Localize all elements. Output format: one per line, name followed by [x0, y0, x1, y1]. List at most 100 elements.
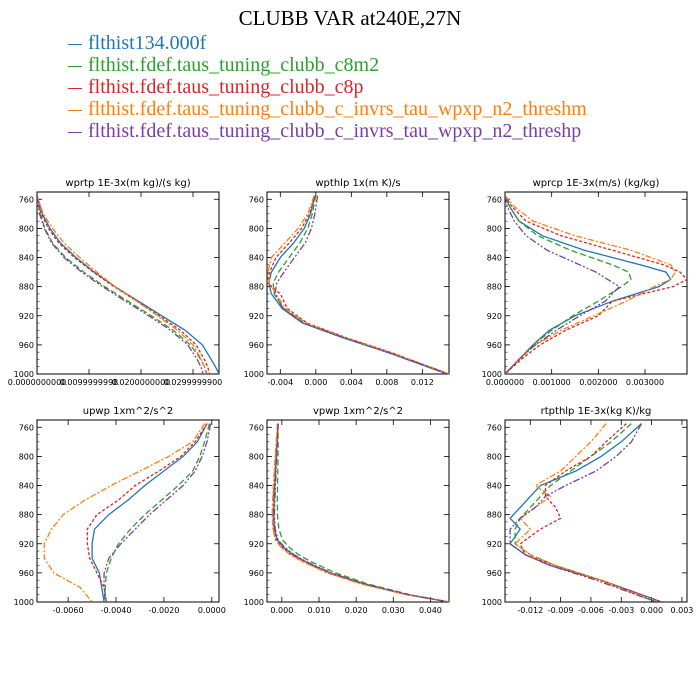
y-tick-label: 880 [487, 511, 502, 520]
series-line [505, 195, 621, 374]
series-line [509, 423, 657, 602]
series-line [103, 423, 211, 602]
legend-label: flthist.fdef.taus_tuning_clubb_c_invrs_t… [88, 98, 587, 120]
series-line [272, 423, 449, 602]
series-line [273, 423, 449, 602]
y-tick-label: 760 [487, 195, 502, 204]
y-tick-label: 760 [19, 195, 34, 204]
y-tick-label: 920 [487, 540, 502, 549]
x-tick-label: 0.030 [382, 606, 405, 615]
series-line [37, 195, 211, 374]
y-tick-label: 960 [487, 569, 502, 578]
chart-panel: rtpthlp 1E-3x(kg K)/kg 760 800 840 880 920 960… [482, 406, 694, 615]
y-tick-label: 880 [19, 511, 34, 520]
plot-frame [36, 191, 220, 375]
y-tick-label: 920 [487, 312, 502, 321]
series-line [91, 423, 208, 602]
y-tick-label: 960 [249, 341, 264, 350]
x-tick-label: -0.004 [267, 378, 293, 387]
series-line [505, 195, 672, 374]
y-tick-label: 760 [249, 195, 264, 204]
series-line [276, 423, 449, 602]
series-line [514, 423, 657, 602]
legend: flthist134.000f flthist.fdef.taus_tuning… [68, 32, 587, 142]
y-tick-label: 920 [19, 312, 34, 321]
y-tick-label: 960 [19, 341, 34, 350]
y-tick-label: 1000 [482, 598, 502, 607]
y-tick-label: 800 [487, 452, 502, 461]
chart-panel: wprcp 1E-3x(m/s) (kg/kg) 760 800 840 880 920 9… [482, 178, 688, 387]
x-tick-label: 0.003000 [626, 378, 664, 387]
series-line [505, 195, 677, 374]
chart-panel: upwp 1xm^2/s^2 760 800 840 880 920 960 1000 -0.0… [14, 406, 226, 615]
y-tick-label: 880 [249, 511, 264, 520]
y-tick-label: 960 [249, 569, 264, 578]
y-tick-label: 960 [19, 569, 34, 578]
x-tick-label: 0.000 [304, 378, 327, 387]
x-tick-label: 0.001000 [533, 378, 571, 387]
x-tick-label: 0.000000 [486, 378, 524, 387]
x-tick-label: 0.004 [340, 378, 363, 387]
legend-item: flthist.fdef.taus_tuning_clubb_c8p [68, 76, 587, 98]
x-tick-label: -0.003 [608, 606, 634, 615]
legend-label: flthist.fdef.taus_tuning_clubb_c8p [88, 76, 364, 98]
y-tick-label: 880 [19, 283, 34, 292]
series-line [37, 195, 207, 374]
x-tick-label: -0.009 [548, 606, 574, 615]
x-tick-label: 0.008 [375, 378, 398, 387]
y-tick-label: 1000 [482, 370, 502, 379]
y-tick-label: 880 [249, 283, 264, 292]
y-tick-label: 840 [487, 254, 502, 263]
y-tick-label: 840 [249, 482, 264, 491]
legend-item: flthist.fdef.taus_tuning_clubb_c8m2 [68, 54, 587, 76]
legend-line-icon [68, 65, 82, 67]
x-tick-label: 0.0299999900 [164, 378, 223, 387]
x-tick-label: -0.006 [578, 606, 604, 615]
x-tick-label: 0.000 [270, 606, 293, 615]
y-tick-label: 840 [19, 482, 34, 491]
x-tick-label: 0.0099999998 [60, 378, 119, 387]
y-tick-label: 840 [19, 254, 34, 263]
x-tick-label: 0.040 [419, 606, 442, 615]
plot-frame [504, 191, 688, 375]
x-tick-label: 0.002000 [579, 378, 617, 387]
y-tick-label: 1000 [14, 370, 34, 379]
series-line [268, 195, 448, 374]
series-line [273, 423, 449, 602]
series-line [103, 423, 212, 602]
legend-label: flthist.fdef.taus_tuning_clubb_c_invrs_t… [88, 120, 582, 142]
series-line [505, 195, 687, 374]
plot-frame [36, 419, 220, 603]
series-line [272, 195, 449, 374]
series-line [274, 195, 449, 374]
series-line [267, 195, 449, 374]
legend-item: flthist.fdef.taus_tuning_clubb_c_invrs_t… [68, 120, 587, 142]
y-tick-label: 760 [249, 423, 264, 432]
y-tick-label: 920 [249, 540, 264, 549]
chart-title: vpwp 1xm^2/s^2 [313, 406, 403, 417]
series-line [43, 423, 206, 602]
y-tick-label: 760 [487, 423, 502, 432]
y-tick-label: 840 [487, 482, 502, 491]
y-tick-label: 920 [249, 312, 264, 321]
x-tick-label: -0.0060 [53, 606, 84, 615]
legend-label: flthist.fdef.taus_tuning_clubb_c8m2 [88, 54, 380, 76]
y-tick-label: 880 [487, 283, 502, 292]
x-tick-label: 0.020 [345, 606, 368, 615]
legend-item: flthist.fdef.taus_tuning_clubb_c_invrs_t… [68, 98, 587, 120]
legend-line-icon [68, 43, 82, 45]
legend-line-icon [68, 87, 82, 89]
x-tick-label: 0.0200000000 [112, 378, 171, 387]
y-tick-label: 800 [19, 224, 34, 233]
series-line [505, 195, 632, 374]
x-tick-label: -0.012 [517, 606, 543, 615]
x-tick-label: 0.012 [411, 378, 434, 387]
x-tick-label: 0.0000000000 [8, 378, 67, 387]
x-tick-label: -0.0020 [148, 606, 179, 615]
chart-title: upwp 1xm^2/s^2 [83, 406, 173, 417]
series-line [267, 195, 449, 374]
chart-title: wprcp 1E-3x(m/s) (kg/kg) [533, 178, 660, 189]
y-tick-label: 1000 [244, 370, 264, 379]
x-tick-label: -0.0040 [101, 606, 132, 615]
